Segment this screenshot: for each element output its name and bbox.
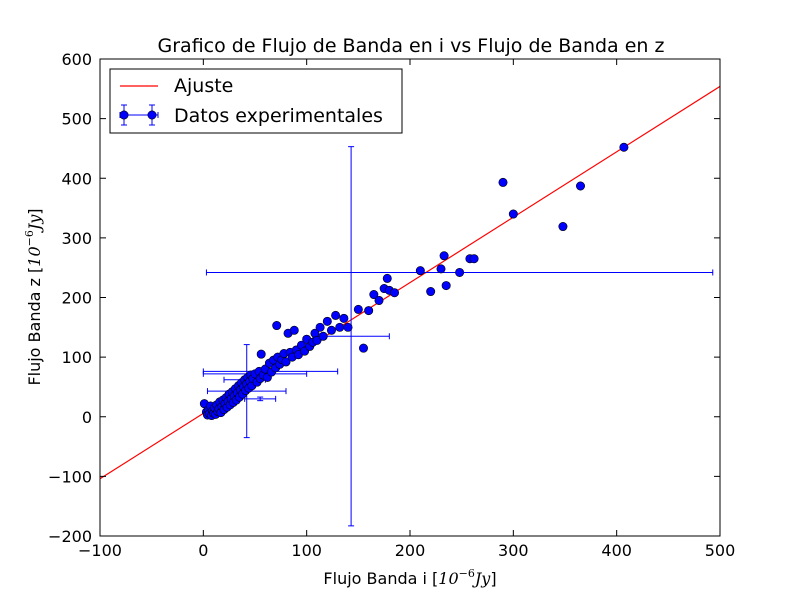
data-point bbox=[343, 322, 353, 332]
data-point bbox=[281, 357, 291, 367]
y-tick-label: −100 bbox=[48, 467, 92, 486]
data-point bbox=[439, 251, 449, 261]
y-axis-unit-base: 10 bbox=[25, 246, 44, 266]
data-point bbox=[389, 288, 399, 298]
legend-marker bbox=[119, 110, 129, 120]
data-point bbox=[339, 313, 349, 323]
legend: Ajuste Datos experimentales bbox=[109, 68, 403, 134]
y-axis-unit-exp: −6 bbox=[23, 230, 36, 246]
errorbar bbox=[244, 395, 277, 402]
x-tick-label: 400 bbox=[601, 541, 632, 560]
y-tick-label: 300 bbox=[61, 229, 92, 248]
x-tick-label: 0 bbox=[198, 541, 208, 560]
y-axis-label: Flujo Banda z [10−6Jy] bbox=[23, 208, 44, 385]
legend-data-label: Datos experimentales bbox=[174, 105, 383, 127]
x-axis-unit-suffix: Jy bbox=[472, 569, 491, 588]
x-tick-label: 200 bbox=[395, 541, 426, 560]
data-point bbox=[619, 142, 629, 152]
x-axis-label: Flujo Banda i [10−6Jy] bbox=[323, 567, 496, 588]
data-point bbox=[256, 349, 266, 359]
y-tick-label: 200 bbox=[61, 289, 92, 308]
legend-box bbox=[109, 68, 403, 134]
x-tick-label: 500 bbox=[705, 541, 736, 560]
plot-area: −100 0 100 200 300 400 500−200−100010020030040… bbox=[48, 50, 735, 560]
data-point bbox=[575, 181, 585, 191]
data-point bbox=[326, 325, 336, 335]
y-tick-label: 100 bbox=[61, 348, 92, 367]
data-point bbox=[289, 325, 299, 335]
x-axis-label-text: Flujo Banda i bbox=[323, 569, 427, 588]
data-point bbox=[364, 306, 374, 316]
data-point bbox=[436, 264, 446, 274]
y-tick-label: −200 bbox=[48, 527, 92, 546]
y-tick-label: 0 bbox=[82, 408, 92, 427]
data-point bbox=[441, 281, 451, 291]
legend-data-swatch bbox=[119, 104, 159, 126]
data-point bbox=[272, 321, 282, 331]
points-layer bbox=[199, 142, 629, 421]
data-point bbox=[312, 335, 322, 345]
x-tick-label: 300 bbox=[498, 541, 529, 560]
ticks-layer: −100 0 100 200 300 400 500−200−100010020030040… bbox=[48, 50, 735, 560]
y-axis-unit-suffix: Jy bbox=[25, 214, 44, 233]
x-axis-unit-exp: −6 bbox=[459, 567, 475, 580]
data-point bbox=[369, 290, 379, 300]
data-point bbox=[374, 295, 384, 305]
data-point bbox=[508, 209, 518, 219]
errorbar-layer bbox=[202, 146, 714, 527]
data-point bbox=[322, 316, 332, 326]
chart-title: Grafico de Flujo de Banda en i vs Flujo … bbox=[158, 35, 665, 57]
x-axis-unit-base: 10 bbox=[438, 569, 458, 588]
data-point bbox=[335, 322, 345, 332]
x-tick-label: 100 bbox=[291, 541, 322, 560]
legend-fit-label: Ajuste bbox=[174, 75, 233, 97]
x-tick-label: −100 bbox=[78, 541, 122, 560]
data-point bbox=[498, 177, 508, 187]
y-tick-label: 600 bbox=[61, 50, 92, 69]
data-point bbox=[415, 266, 425, 276]
y-tick-label: 400 bbox=[61, 169, 92, 188]
legend-marker bbox=[147, 110, 157, 120]
data-point bbox=[315, 322, 325, 332]
data-point bbox=[455, 267, 465, 277]
data-point bbox=[318, 331, 328, 341]
data-point bbox=[382, 273, 392, 283]
data-point bbox=[426, 287, 436, 297]
y-axis-label-text: Flujo Banda z bbox=[25, 278, 44, 385]
data-point bbox=[469, 254, 479, 264]
data-point bbox=[353, 304, 363, 314]
data-point bbox=[358, 343, 368, 353]
data-point bbox=[331, 310, 341, 320]
y-tick-label: 500 bbox=[61, 110, 92, 129]
data-point bbox=[558, 222, 568, 232]
